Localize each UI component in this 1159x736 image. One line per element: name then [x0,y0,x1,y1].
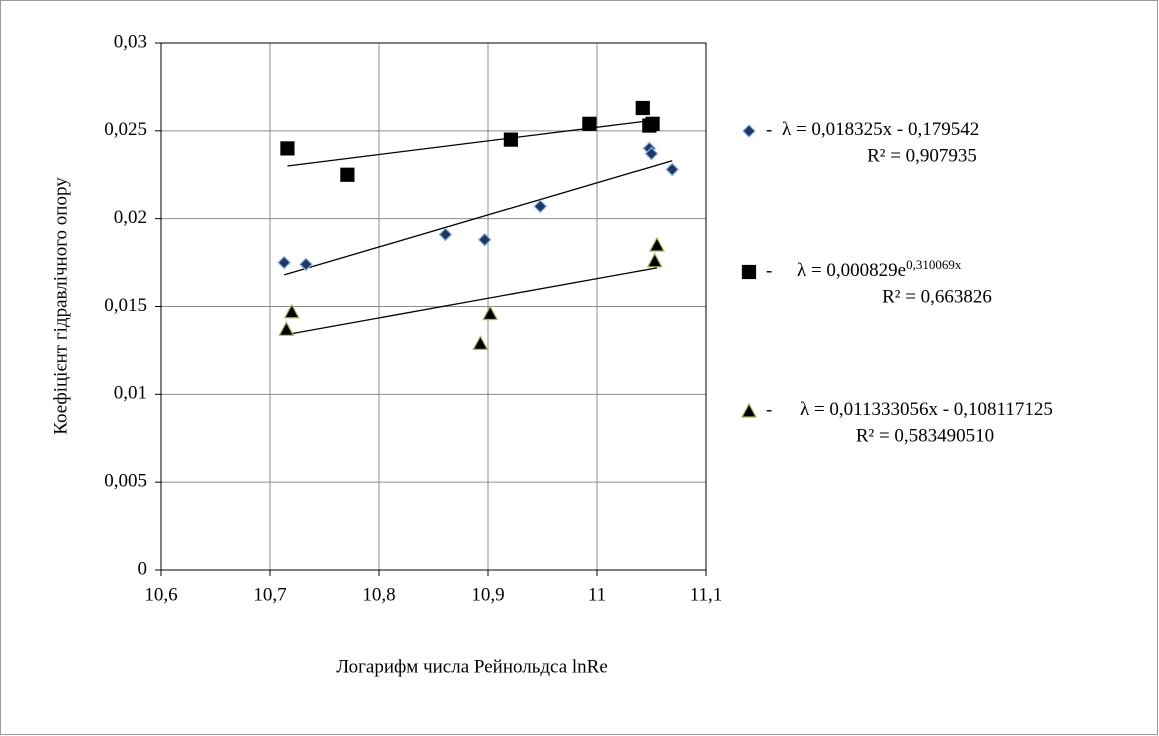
equation-exponent: 0,310069x [906,257,962,272]
x-tick-label: 10,6 [144,584,177,605]
y-tick-label: 0,005 [104,471,147,492]
y-tick-label: 0,03 [114,31,147,52]
point [533,199,548,214]
point [646,252,663,268]
legend-r2: R² = 0,663826 [882,286,992,307]
point [340,167,355,182]
point [635,100,650,116]
point [477,232,492,247]
trendline [283,160,673,276]
x-tick-label: 10,8 [362,584,395,605]
x-axis-title: Логарифм числа Рейнольдса lnRe [336,656,608,677]
point [482,305,499,321]
y-axis-title: Коефіцієнт гідравлічного опору [50,177,71,435]
x-tick-label: 11,1 [690,584,723,605]
x-tick-label: 11 [588,584,606,605]
point [665,162,680,177]
y-tick-label: 0 [138,558,148,579]
legend-dash: - [766,119,772,140]
plot-border [160,42,707,571]
point [472,335,489,350]
equation: λ = 0,018325x - 0,179542 [782,119,979,140]
legend-equation: λ = 0,018325x - 0,179542 [782,119,979,140]
point [280,141,295,156]
legend-marker [740,402,758,418]
legend-r2: R² = 0,583490510 [856,425,994,446]
trendline [286,267,658,336]
legend-dash: - [766,260,772,281]
y-tick-label: 0,01 [114,383,147,404]
point [278,321,295,336]
x-tick-label: 10,9 [471,584,504,605]
y-tick-label: 0,025 [104,119,147,140]
y-tick-label: 0,02 [114,207,147,228]
point [644,146,659,161]
legend-equation: λ = 0,000829e0,310069x [797,257,962,281]
point [283,303,300,319]
point [648,236,665,252]
legend-r2: R² = 0,907935 [867,145,977,166]
point [299,257,313,272]
equation: λ = 0,011333056x - 0,108117125 [800,399,1053,420]
point [645,116,660,131]
legend-marker [741,264,757,280]
point [582,116,597,131]
x-tick-label: 10,7 [253,584,286,605]
legend-marker [742,124,756,138]
legend-equation: λ = 0,011333056x - 0,108117125 [800,399,1053,420]
point [277,255,292,270]
point [438,227,453,242]
equation: λ = 0,000829e [797,260,906,281]
point [503,132,518,147]
legend-dash: - [766,399,772,420]
y-tick-label: 0,015 [104,295,147,316]
